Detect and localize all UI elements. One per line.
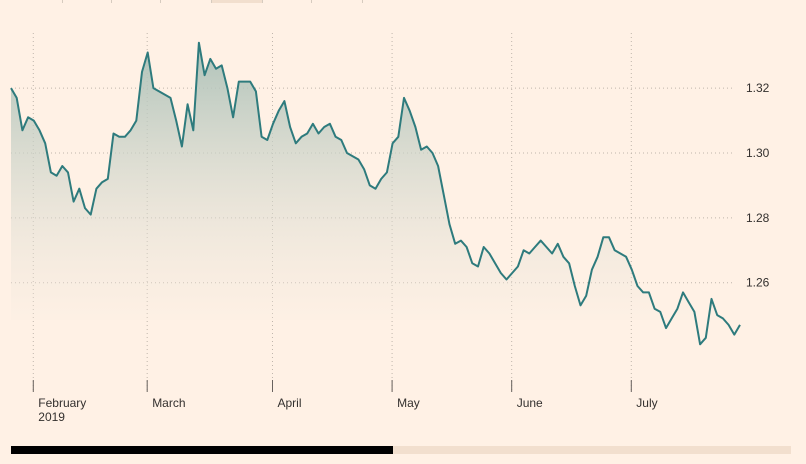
range-tab-2[interactable] bbox=[111, 0, 160, 3]
y-tick-label: 1.26 bbox=[746, 276, 770, 290]
range-tab-3[interactable] bbox=[160, 0, 211, 3]
x-tick-label: June bbox=[517, 396, 543, 410]
range-tab-1[interactable] bbox=[62, 0, 111, 3]
x-tick-label: April bbox=[277, 396, 301, 410]
x-tick-label: July bbox=[636, 396, 657, 410]
y-axis: 1.26 1.28 1.30 1.32 bbox=[746, 81, 770, 290]
range-tab-5[interactable] bbox=[262, 0, 311, 3]
range-scrubber-handle[interactable] bbox=[11, 446, 393, 454]
y-tick-label: 1.32 bbox=[746, 81, 770, 95]
y-tick-label: 1.28 bbox=[746, 211, 770, 225]
top-tab-strip bbox=[0, 0, 806, 4]
y-tick-label: 1.30 bbox=[746, 146, 770, 160]
x-tick-label: May bbox=[397, 396, 420, 410]
x-tick-sublabel: 2019 bbox=[38, 410, 65, 424]
x-tick-label: February bbox=[38, 396, 86, 410]
x-tick-label: March bbox=[152, 396, 185, 410]
range-tab-6[interactable] bbox=[311, 0, 363, 3]
price-area bbox=[11, 42, 740, 345]
price-line bbox=[10, 41, 741, 346]
range-scrubber[interactable] bbox=[11, 446, 791, 454]
range-tab-4[interactable] bbox=[211, 0, 262, 3]
